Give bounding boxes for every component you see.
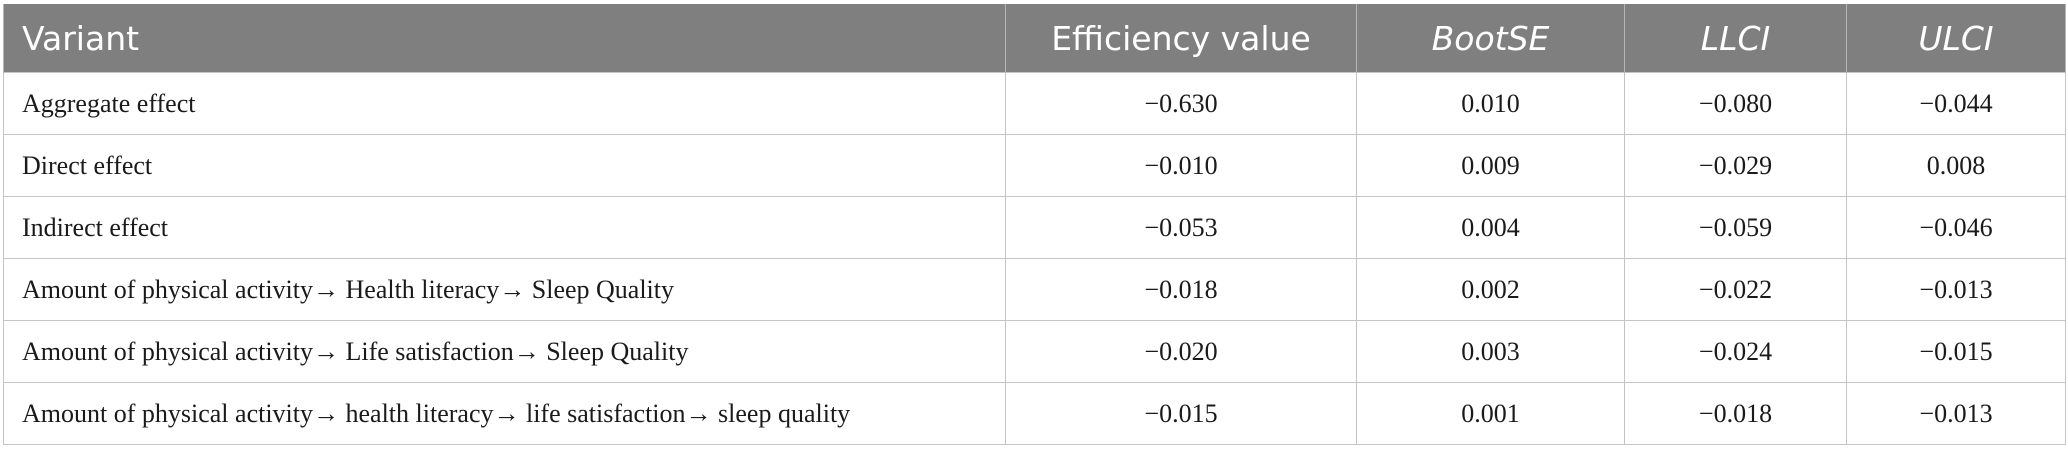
cell-variant: Aggregate effect xyxy=(3,72,1006,135)
cell-bootse: 0.001 xyxy=(1356,382,1625,445)
cell-variant: Amount of physical activity→ health lite… xyxy=(3,382,1006,445)
results-table: Variant Efficiency value BootSE LLCI ULC… xyxy=(3,4,2066,445)
table-header: Variant Efficiency value BootSE LLCI ULC… xyxy=(3,4,2066,73)
header-llci: LLCI xyxy=(1624,4,1847,73)
table-body: Aggregate effect −0.630 0.010 −0.080 −0.… xyxy=(3,72,2066,445)
cell-bootse: 0.009 xyxy=(1356,134,1625,197)
table-row: Aggregate effect −0.630 0.010 −0.080 −0.… xyxy=(3,72,2066,135)
cell-bootse: 0.010 xyxy=(1356,72,1625,135)
mediation-effect-table: Variant Efficiency value BootSE LLCI ULC… xyxy=(3,4,2066,445)
cell-bootse: 0.004 xyxy=(1356,196,1625,259)
cell-efficiency-value: −0.018 xyxy=(1005,258,1357,321)
table-row: Amount of physical activity→ Health lite… xyxy=(3,258,2066,321)
cell-efficiency-value: −0.630 xyxy=(1005,72,1357,135)
header-row: Variant Efficiency value BootSE LLCI ULC… xyxy=(3,4,2066,73)
cell-ulci: −0.046 xyxy=(1846,196,2066,259)
cell-bootse: 0.002 xyxy=(1356,258,1625,321)
cell-ulci: 0.008 xyxy=(1846,134,2066,197)
cell-efficiency-value: −0.053 xyxy=(1005,196,1357,259)
cell-ulci: −0.013 xyxy=(1846,258,2066,321)
cell-variant: Amount of physical activity→ Health lite… xyxy=(3,258,1006,321)
cell-efficiency-value: −0.015 xyxy=(1005,382,1357,445)
cell-efficiency-value: −0.020 xyxy=(1005,320,1357,383)
cell-ulci: −0.044 xyxy=(1846,72,2066,135)
cell-variant: Direct effect xyxy=(3,134,1006,197)
header-ulci: ULCI xyxy=(1846,4,2066,73)
cell-bootse: 0.003 xyxy=(1356,320,1625,383)
cell-variant: Amount of physical activity→ Life satisf… xyxy=(3,320,1006,383)
cell-variant: Indirect effect xyxy=(3,196,1006,259)
table-row: Indirect effect −0.053 0.004 −0.059 −0.0… xyxy=(3,196,2066,259)
cell-ulci: −0.015 xyxy=(1846,320,2066,383)
table-row: Direct effect −0.010 0.009 −0.029 0.008 xyxy=(3,134,2066,197)
table-row: Amount of physical activity→ health lite… xyxy=(3,382,2066,445)
cell-llci: −0.080 xyxy=(1624,72,1847,135)
cell-ulci: −0.013 xyxy=(1846,382,2066,445)
header-efficiency-value: Efficiency value xyxy=(1005,4,1357,73)
header-variant: Variant xyxy=(3,4,1006,73)
cell-llci: −0.024 xyxy=(1624,320,1847,383)
cell-llci: −0.029 xyxy=(1624,134,1847,197)
cell-llci: −0.018 xyxy=(1624,382,1847,445)
table-row: Amount of physical activity→ Life satisf… xyxy=(3,320,2066,383)
header-bootse: BootSE xyxy=(1356,4,1625,73)
cell-efficiency-value: −0.010 xyxy=(1005,134,1357,197)
cell-llci: −0.059 xyxy=(1624,196,1847,259)
cell-llci: −0.022 xyxy=(1624,258,1847,321)
